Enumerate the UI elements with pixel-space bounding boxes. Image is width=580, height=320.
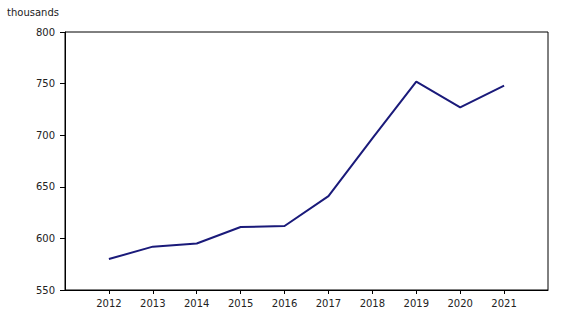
svg-text:550: 550 <box>36 285 55 296</box>
svg-text:750: 750 <box>36 78 55 89</box>
svg-text:2013: 2013 <box>140 298 165 309</box>
svg-text:2014: 2014 <box>184 298 209 309</box>
svg-text:650: 650 <box>36 181 55 192</box>
svg-text:2018: 2018 <box>360 298 385 309</box>
svg-text:2020: 2020 <box>447 298 472 309</box>
svg-text:2019: 2019 <box>404 298 429 309</box>
svg-text:2015: 2015 <box>228 298 253 309</box>
svg-text:2017: 2017 <box>316 298 341 309</box>
svg-text:2016: 2016 <box>272 298 297 309</box>
svg-text:600: 600 <box>36 233 55 244</box>
svg-text:thousands: thousands <box>7 7 59 18</box>
svg-text:800: 800 <box>36 27 55 38</box>
svg-text:2012: 2012 <box>96 298 121 309</box>
svg-text:700: 700 <box>36 130 55 141</box>
svg-text:2021: 2021 <box>491 298 516 309</box>
